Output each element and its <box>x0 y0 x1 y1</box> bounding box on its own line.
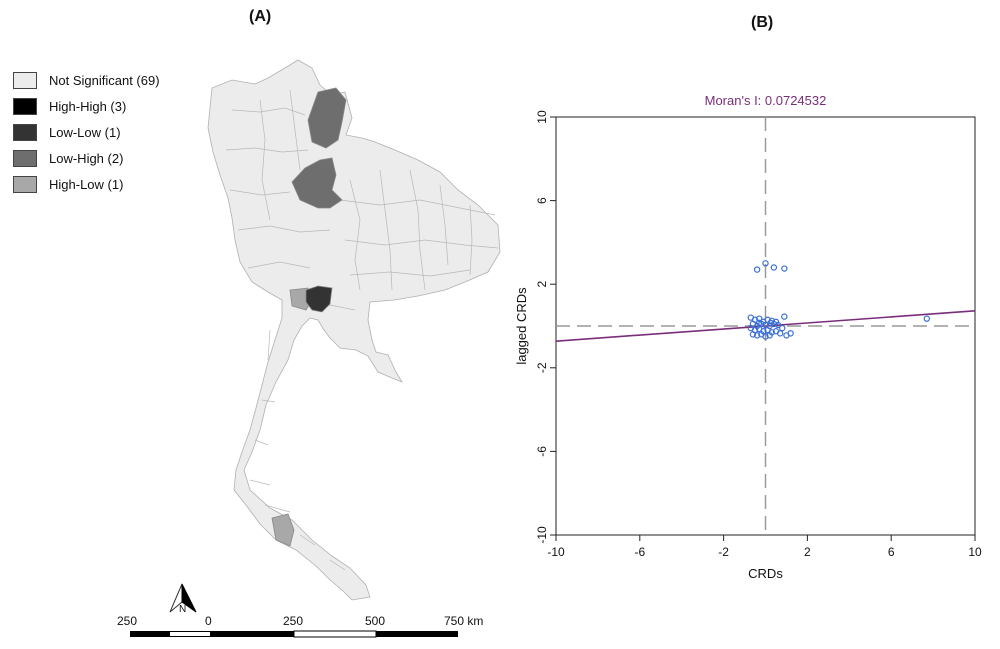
data-point <box>762 260 769 267</box>
scale-tick-label: 0 <box>205 614 212 628</box>
legend-swatch <box>13 98 37 115</box>
y-tick-label: -2 <box>535 362 549 373</box>
data-point <box>753 266 761 273</box>
regression-line <box>555 310 976 342</box>
data-point <box>762 321 769 329</box>
province-low-high <box>307 87 347 149</box>
data-point <box>776 330 784 337</box>
data-point <box>762 333 769 340</box>
legend-swatch <box>13 176 37 193</box>
data-point <box>787 330 794 337</box>
data-point <box>749 331 757 338</box>
legend-swatch <box>13 150 37 167</box>
y-axis-label: lagged CRDs <box>514 287 529 365</box>
legend-swatch <box>13 72 37 89</box>
map-base <box>207 59 501 601</box>
province-low-low <box>305 285 333 313</box>
map-country-outline <box>207 59 501 601</box>
y-tick-label: -10 <box>535 526 549 544</box>
province-high-low <box>271 513 295 547</box>
scale-tick-label: 250 <box>283 614 304 628</box>
data-point <box>756 319 763 327</box>
scale-bar <box>130 630 458 638</box>
north-arrow-icon <box>169 583 197 613</box>
data-point <box>770 320 778 328</box>
scale-tick-label: 250 <box>117 614 138 628</box>
legend-label: High-Low (1) <box>49 177 124 192</box>
map-province-borders <box>225 89 499 571</box>
data-point <box>923 315 931 322</box>
x-tick-label: -10 <box>547 545 565 559</box>
legend-swatch <box>13 124 37 141</box>
panel-a-label: (A) <box>249 8 272 25</box>
data-point <box>767 319 774 327</box>
panel-b-label: (B) <box>751 14 774 31</box>
x-tick-label: 10 <box>968 545 982 559</box>
data-point <box>756 315 763 322</box>
data-point <box>781 265 788 272</box>
y-tick-label: 10 <box>535 110 549 124</box>
north-arrow-label: N <box>179 604 187 615</box>
x-tick-label: -2 <box>718 545 729 559</box>
data-point <box>766 332 773 339</box>
x-tick-label: 6 <box>888 545 895 559</box>
province-low-high <box>291 157 343 209</box>
scale-tick-label: 750 km <box>444 614 484 628</box>
data-point <box>781 313 788 320</box>
y-tick-label: -6 <box>535 446 549 457</box>
data-point <box>753 332 761 339</box>
x-axis-label: CRDs <box>748 566 783 581</box>
legend-label: Low-High (2) <box>49 151 124 166</box>
scale-tick-label: 500 <box>365 614 386 628</box>
data-point <box>774 321 782 329</box>
data-point <box>779 324 786 332</box>
legend-label: Low-Low (1) <box>49 125 121 140</box>
legend-label: High-High (3) <box>49 99 127 114</box>
chart-title: Moran's I: 0.0724532 <box>705 93 827 108</box>
y-tick-label: 6 <box>535 197 549 204</box>
x-tick-label: 2 <box>804 545 811 559</box>
data-point <box>770 264 778 271</box>
x-tick-label: -6 <box>634 545 645 559</box>
legend-label: Not Significant (69) <box>49 73 160 88</box>
map-highlighted-provinces <box>271 87 347 547</box>
y-tick-label: 2 <box>535 281 549 288</box>
